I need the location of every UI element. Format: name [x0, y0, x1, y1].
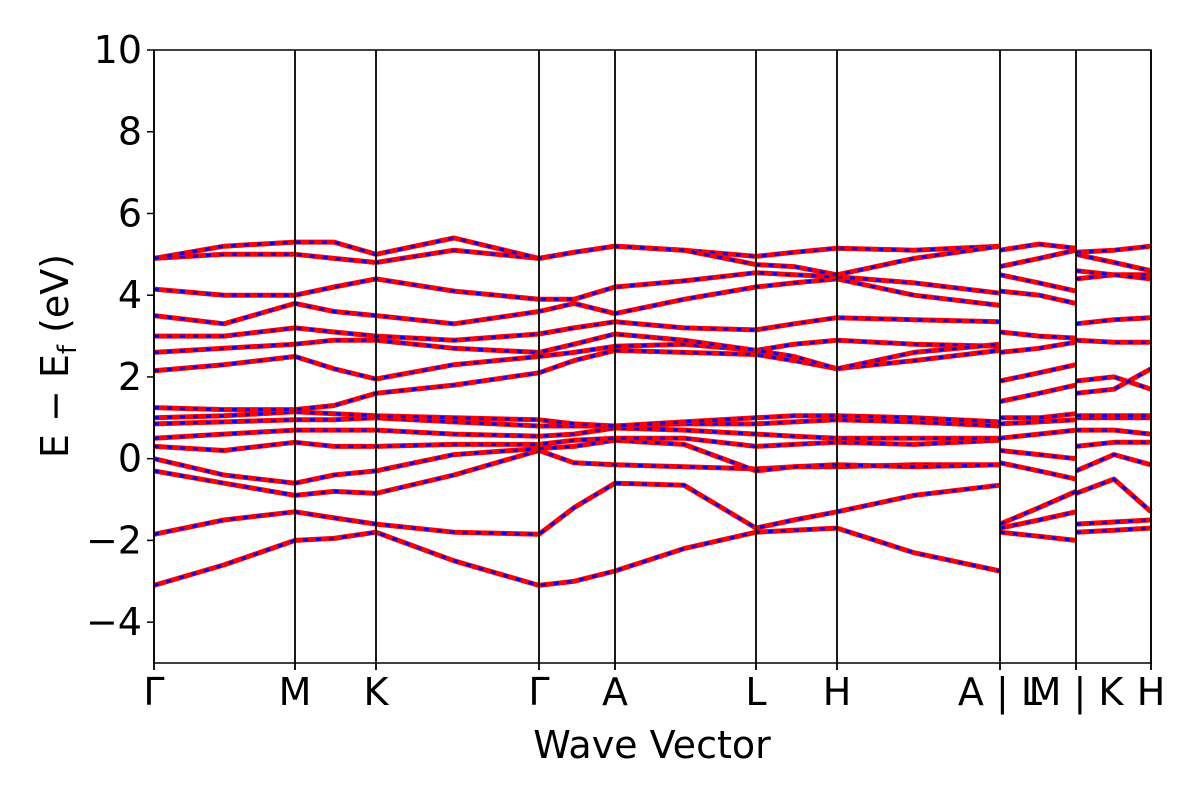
x-tick-label: A | L [958, 670, 1042, 715]
y-tick-label: 10 [94, 28, 142, 72]
y-label-unit: (eV) [33, 254, 77, 333]
band [153, 337, 1153, 396]
y-label-sub: f [53, 344, 83, 354]
x-tick-label: M | K [1029, 670, 1125, 715]
y-tick-label: 4 [118, 273, 142, 317]
band-dash [153, 236, 1152, 277]
y-tick-label: 8 [118, 110, 142, 154]
x-tick-label: M [279, 670, 312, 714]
band-dash [153, 410, 1151, 428]
band-dash [153, 526, 1152, 587]
x-tick-label: L [745, 670, 766, 714]
y-tick-label: 0 [118, 437, 142, 481]
band-dash [153, 481, 1152, 536]
band [153, 525, 1152, 588]
x-axis-label: Wave Vector [533, 723, 771, 767]
y-tick-label: 6 [118, 191, 142, 235]
y-tick-label: −2 [86, 518, 142, 562]
band-dash [153, 426, 1152, 440]
band-dash [153, 332, 1151, 371]
band-dash [153, 438, 1152, 485]
band-dash [154, 316, 1152, 342]
y-tick-label: −4 [86, 600, 142, 644]
band-dash [153, 269, 1152, 301]
y-label-main: E − E [33, 354, 77, 458]
y-axis-label: E − Ef (eV) [33, 254, 83, 458]
y-tick-label: 2 [118, 355, 142, 399]
x-tick-label: K [364, 670, 390, 714]
x-tick-label: Γ [143, 670, 164, 714]
x-tick-label: A [602, 670, 628, 714]
band-dash [153, 244, 1152, 273]
band-dash [153, 338, 1152, 395]
x-tick-label: H [823, 670, 852, 714]
band-dash [153, 273, 1151, 326]
band-dash [153, 436, 1151, 461]
plot-frame [153, 49, 1152, 664]
x-tick-label: Γ [528, 670, 549, 714]
x-tick-label: H [1137, 670, 1166, 714]
